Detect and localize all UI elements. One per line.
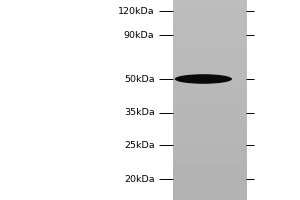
Text: 25kDa: 25kDa	[124, 140, 154, 149]
Text: 50kDa: 50kDa	[124, 74, 154, 84]
Text: 20kDa: 20kDa	[124, 174, 154, 184]
Text: 90kDa: 90kDa	[124, 30, 154, 40]
Text: 120kDa: 120kDa	[118, 6, 154, 16]
Ellipse shape	[175, 74, 232, 84]
Text: 35kDa: 35kDa	[124, 108, 154, 117]
